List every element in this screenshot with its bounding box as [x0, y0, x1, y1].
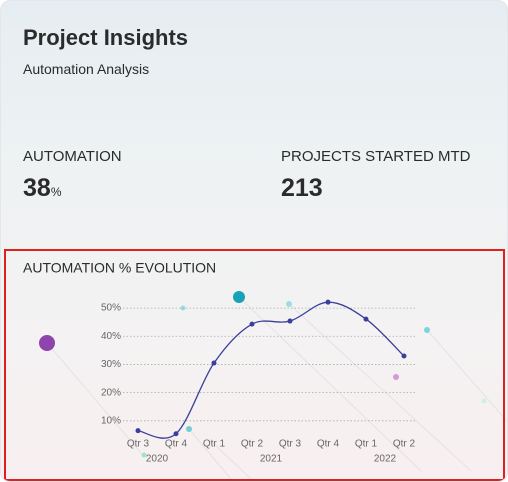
- x-tick-label: Qtr 4: [317, 439, 340, 450]
- data-point: [173, 431, 179, 437]
- x-tick-label: Qtr 1: [203, 439, 226, 450]
- decor-bubble: [393, 374, 399, 380]
- y-tick-label: 20%: [101, 387, 121, 398]
- y-tick-label: 10%: [101, 415, 121, 426]
- data-point: [287, 318, 293, 324]
- kpi-value: 38%: [23, 174, 61, 203]
- decor-bubble: [141, 452, 147, 458]
- decor-bubble: [286, 301, 292, 307]
- x-tick-label: Qtr 2: [241, 439, 264, 450]
- y-tick-label: 40%: [101, 331, 121, 342]
- kpi-label: PROJECTS STARTED MTD: [281, 148, 471, 165]
- decoration: [46, 296, 507, 480]
- card-title: Project Insights: [23, 25, 189, 50]
- data-point: [211, 360, 217, 366]
- data-point: [325, 299, 331, 305]
- x-group-label: 2020: [146, 454, 169, 465]
- highlight-box: [4, 249, 505, 481]
- chart-title: AUTOMATION % EVOLUTION: [23, 260, 216, 276]
- data-point: [363, 316, 369, 322]
- x-tick-label: Qtr 2: [393, 439, 416, 450]
- y-tick-label: 30%: [101, 359, 121, 370]
- y-tick-label: 50%: [101, 303, 121, 314]
- kpi-unit: %: [50, 185, 62, 199]
- kpi-number: 38: [23, 174, 51, 202]
- decor-bubble: [233, 291, 245, 303]
- card-subtitle: Automation Analysis: [23, 61, 150, 77]
- x-tick-label: Qtr 1: [355, 439, 378, 450]
- x-group-label: 2022: [374, 454, 397, 465]
- kpi-label: AUTOMATION: [23, 148, 122, 165]
- decor-bubble: [481, 398, 487, 404]
- decor-bubble: [39, 335, 55, 351]
- decor-bubble: [186, 426, 192, 432]
- data-point: [401, 353, 407, 359]
- data-point: [135, 428, 141, 434]
- x-tick-label: Qtr 3: [127, 439, 150, 450]
- x-tick-label: Qtr 4: [165, 439, 188, 450]
- kpi-value: 213: [281, 174, 323, 202]
- x-group-label: 2021: [260, 454, 283, 465]
- line: [137, 301, 405, 439]
- x-tick-label: Qtr 3: [279, 439, 302, 450]
- decor-bubble: [424, 327, 430, 333]
- data-point: [249, 321, 255, 327]
